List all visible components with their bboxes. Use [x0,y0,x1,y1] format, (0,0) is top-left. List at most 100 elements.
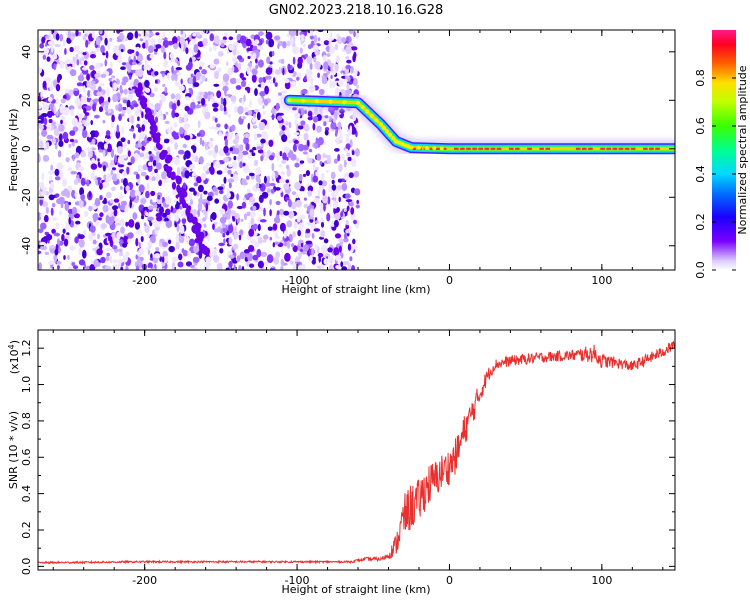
spectrogram-frame [37,29,676,271]
noise-speckle [71,189,76,199]
noise-speckle [260,155,264,162]
noise-speckle [345,199,353,203]
noise-speckle [67,254,70,260]
colorbar-tick-label: 0.2 [694,213,707,231]
noise-speckle [239,72,244,79]
noise-speckle [247,87,251,94]
noise-speckle [235,78,242,84]
noise-speckle [151,267,156,270]
noise-speckle [224,167,228,173]
noise-speckle [102,204,109,213]
noise-speckle [184,105,190,112]
noise-speckle [200,97,206,106]
noise-speckle [303,123,310,132]
noise-speckle [332,79,336,88]
snr-y-label: SNR (10 * v/v) [7,411,20,489]
noise-speckle [319,161,322,166]
noise-speckle [306,56,313,65]
diagonal-track-point [135,90,142,98]
noise-speckle [348,172,354,179]
noise-speckle [123,204,129,213]
noise-speckle [303,76,307,82]
noise-speckle [322,153,326,158]
noise-speckle [256,111,261,121]
noise-speckle [208,166,212,172]
noise-speckle [145,175,150,181]
noise-speckle [150,253,153,260]
noise-speckle [237,105,244,115]
noise-speckle [316,125,322,133]
noise-speckle [227,113,231,118]
noise-speckle [90,120,93,125]
noise-speckle [214,35,220,45]
noise-speckle [193,82,200,88]
noise-speckle [95,62,101,70]
noise-speckle [232,243,239,250]
noise-speckle [50,126,55,131]
noise-speckle [89,225,96,233]
noise-speckle [116,38,123,43]
noise-speckle [328,186,333,193]
noise-speckle [284,78,290,84]
noise-speckle [228,236,233,246]
noise-speckle [178,253,183,261]
noise-speckle [252,52,257,59]
noise-speckle [285,179,290,184]
noise-speckle [298,222,304,229]
noise-speckle [89,130,97,138]
noise-speckle [153,87,159,92]
noise-speckle [302,144,309,151]
noise-speckle [323,121,327,127]
noise-speckle [133,133,136,139]
noise-speckle [174,74,178,82]
noise-speckle [236,205,243,210]
noise-speckle [92,239,97,245]
noise-speckle [95,220,100,226]
spectrogram-y-label: Frequency (Hz) [7,109,20,192]
noise-speckle [274,82,278,87]
noise-speckle [73,213,80,219]
noise-speckle [53,105,56,115]
noise-speckle [352,238,356,245]
noise-speckle [118,202,121,209]
noise-speckle [248,228,255,237]
noise-speckle [351,265,356,270]
noise-speckle [197,184,204,193]
noise-speckle [57,150,62,158]
noise-speckle [145,39,149,49]
noise-speckle [127,232,134,239]
noise-speckle [119,194,124,200]
noise-speckle [192,256,200,263]
noise-speckle [205,202,209,212]
noise-speckle [239,251,246,260]
noise-speckle [196,191,200,197]
noise-speckle [176,223,180,232]
noise-speckle [72,154,75,162]
noise-speckle [99,212,104,218]
noise-speckle [327,196,331,205]
noise-speckle [179,205,182,210]
noise-speckle [149,102,154,110]
noise-speckle [106,88,110,97]
noise-speckle [275,200,281,206]
noise-speckle [153,223,160,228]
noise-speckle [134,152,139,161]
noise-speckle [63,238,69,247]
noise-speckle [65,157,70,163]
noise-speckle [283,146,290,154]
noise-speckle [333,158,338,164]
noise-speckle [320,221,325,228]
noise-speckle [170,205,174,213]
noise-speckle [320,230,325,238]
noise-speckle [184,170,190,179]
noise-speckle [309,208,315,218]
noise-speckle [269,182,276,187]
noise-speckle [269,61,273,65]
noise-speckle [134,107,141,117]
noise-speckle [232,260,238,264]
noise-speckle [223,157,229,163]
noise-speckle [303,203,308,209]
noise-speckle [228,36,234,41]
noise-speckle [305,231,311,238]
noise-speckle [213,83,220,87]
